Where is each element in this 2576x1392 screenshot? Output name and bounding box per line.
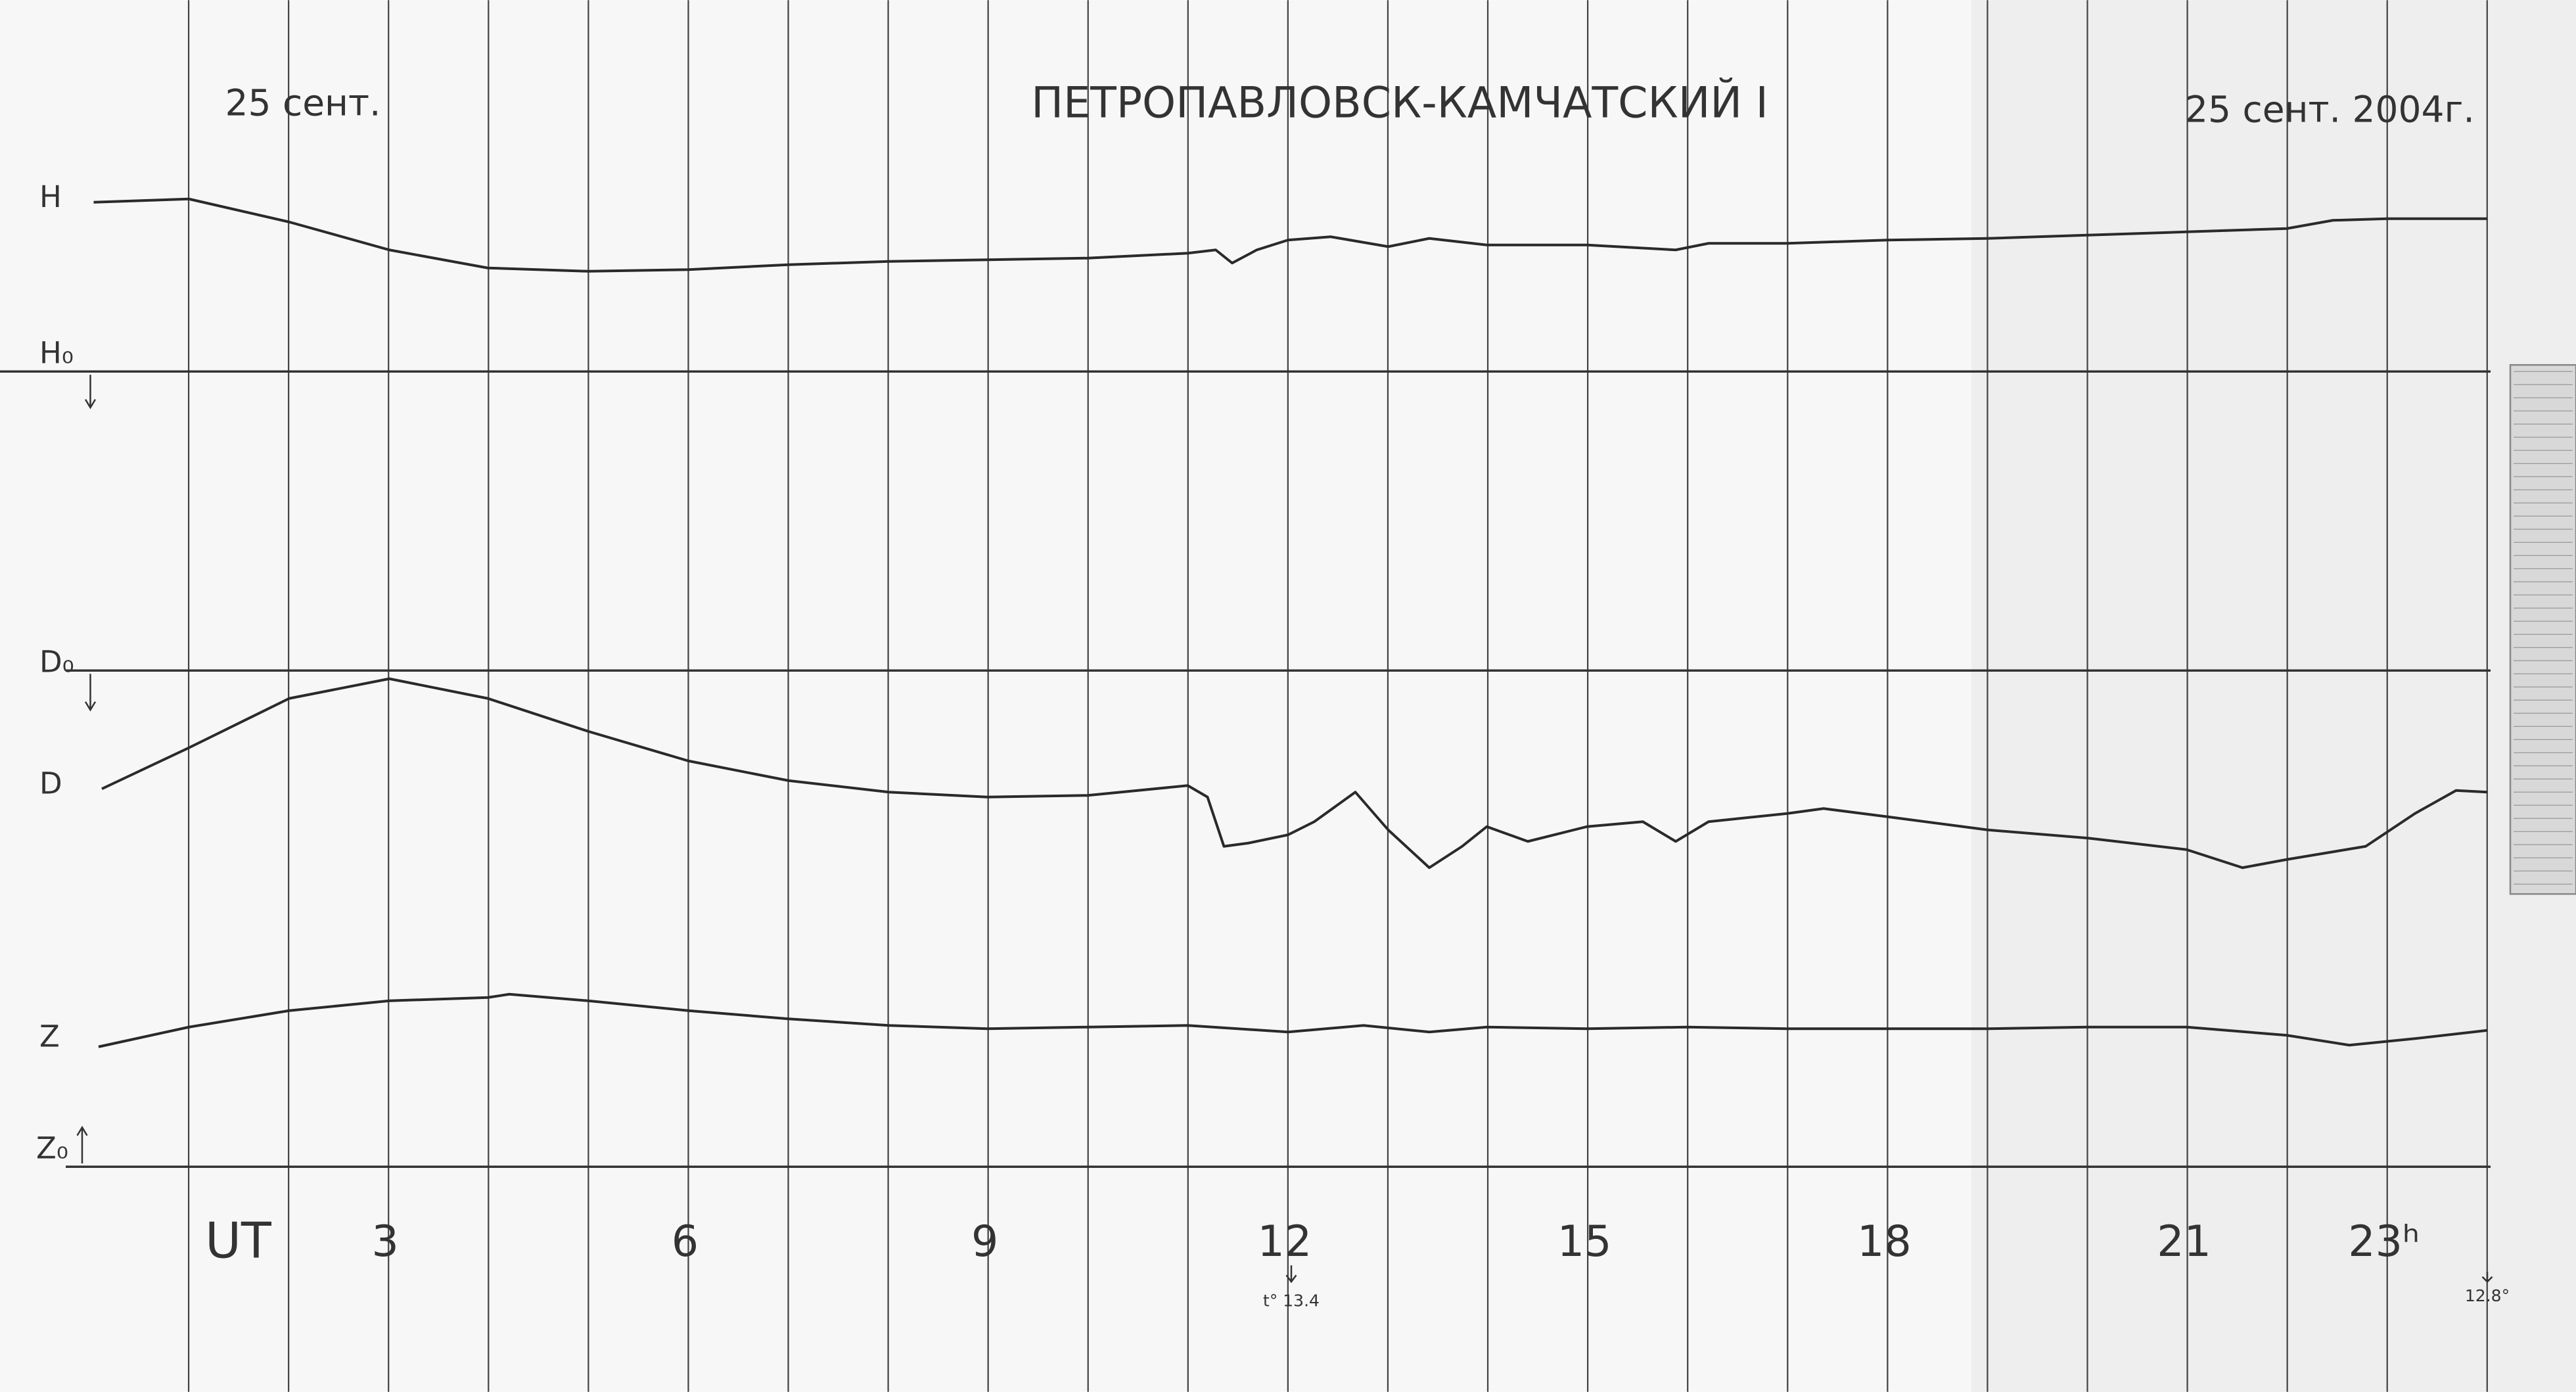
trace-label: H <box>39 179 62 214</box>
hour-labels: 3 6 9 12 15 18 21 23ʰ <box>372 1217 2420 1266</box>
trace-label: Z <box>39 1019 60 1054</box>
trace-label: D₀ <box>39 644 74 679</box>
time-axis-label: UT <box>205 1211 272 1269</box>
hour-label: 15 <box>1557 1217 1612 1266</box>
hour-label: 9 <box>971 1217 998 1266</box>
note: 12.8° <box>2465 1286 2510 1305</box>
hour-label: 18 <box>1857 1217 1912 1266</box>
trace-label: Z₀ <box>36 1130 68 1165</box>
calibration-strip <box>2509 364 2576 895</box>
z-trace <box>98 992 2488 1048</box>
hour-label: 21 <box>2157 1217 2211 1266</box>
date-left: 25 сент. <box>225 81 381 124</box>
hour-grid <box>187 0 2488 1392</box>
d-trace <box>101 677 2488 870</box>
trace-label: D <box>39 766 62 800</box>
shadow <box>1971 0 2576 1392</box>
arrows <box>76 375 2493 1284</box>
trace-label: H₀ <box>39 335 74 370</box>
hour-label: 3 <box>372 1217 399 1266</box>
hour-label: 12 <box>1258 1217 1312 1266</box>
note: t° 13.4 <box>1263 1291 1320 1310</box>
h-trace <box>93 197 2487 273</box>
date-right: 25 сент. 2004г. <box>2185 88 2475 130</box>
hour-label: 23ʰ <box>2348 1217 2420 1266</box>
hour-label: 6 <box>672 1217 699 1266</box>
title: ПЕТРОПАВЛОВСК-КАМЧАТСКИЙ I <box>1031 76 1768 128</box>
